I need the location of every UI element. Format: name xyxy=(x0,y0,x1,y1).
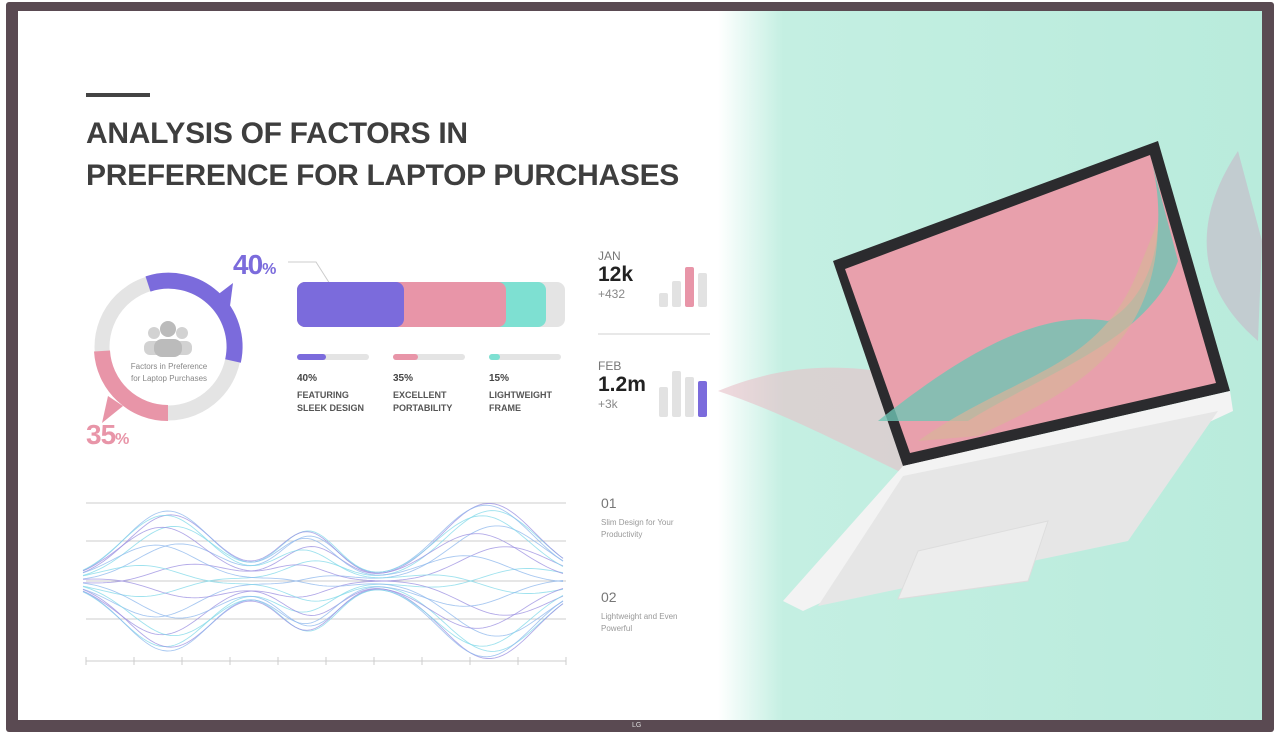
mini-bar xyxy=(698,381,707,417)
stat-change: +3k xyxy=(598,397,618,411)
wave-line xyxy=(82,580,564,652)
feature-text-1: Slim Design for Your xyxy=(601,518,674,527)
feature-item: 01 Slim Design for Your Productivity xyxy=(601,495,673,541)
factor-progress-fill xyxy=(489,354,500,360)
stat-card: JAN 12k +432 xyxy=(598,249,707,307)
factor-item: 35% EXCELLENT PORTABILITY xyxy=(393,354,465,415)
mini-bar xyxy=(659,293,668,307)
stat-month: JAN xyxy=(598,249,621,263)
factor-item: 15% LIGHTWEIGHT FRAME xyxy=(489,354,561,415)
feature-item: 02 Lightweight and Even Powerful xyxy=(601,589,678,635)
stat-value: 1.2m xyxy=(598,373,646,396)
factor-label-2: SLEEK DESIGN xyxy=(297,403,365,413)
feature-number: 01 xyxy=(601,495,617,511)
ring-pointer-pink xyxy=(102,396,123,423)
wallpaper-swirl-2 xyxy=(918,221,1158,441)
page-title: ANALYSIS OF FACTORS IN PREFERENCE FOR LA… xyxy=(86,113,679,197)
factor-percent: 15% xyxy=(489,373,510,384)
wave-line xyxy=(82,582,564,658)
ring-caption-1: Factors in Preference xyxy=(130,362,208,371)
factor-label-2: PORTABILITY xyxy=(393,403,453,413)
ribbon-decoration-2 xyxy=(1206,151,1262,341)
stat-card: FEB 1.2m +3k xyxy=(598,359,707,417)
feature-text-1: Lightweight and Even xyxy=(601,612,678,621)
wave-line xyxy=(82,587,564,648)
stacked-bar xyxy=(297,282,565,327)
ring-chart xyxy=(94,272,243,423)
factor-progress xyxy=(297,354,369,360)
wave-line xyxy=(82,565,564,652)
brand-logo: LG xyxy=(632,722,642,729)
laptop-touchpad xyxy=(897,520,1049,600)
mini-bar xyxy=(698,273,707,307)
wave-line xyxy=(82,514,564,594)
stats-divider xyxy=(598,333,710,335)
stat-change: +432 xyxy=(598,287,626,301)
mini-bar xyxy=(672,281,681,307)
mini-bar xyxy=(672,371,681,417)
ring-arc-pink xyxy=(94,350,169,422)
wave-line xyxy=(82,503,564,584)
wave-line xyxy=(82,504,564,580)
wave-line xyxy=(82,546,564,636)
factor-progress xyxy=(489,354,561,360)
stacked-bar-segment xyxy=(297,282,405,327)
wave-line xyxy=(82,544,564,637)
stat-value: 12k xyxy=(598,263,634,286)
factor-progress-fill xyxy=(297,354,326,360)
people-group-icon xyxy=(144,321,192,357)
title-line-1: ANALYSIS OF FACTORS IN xyxy=(86,117,468,150)
mini-bar xyxy=(685,267,694,307)
mini-bar xyxy=(659,387,668,417)
feature-text-2: Powerful xyxy=(601,624,633,633)
stat-month: FEB xyxy=(598,359,622,373)
wave-line xyxy=(82,515,564,576)
wave-line xyxy=(82,578,564,659)
mini-bar-chart xyxy=(659,371,711,417)
ring-caption: Factors in Preference for Laptop Purchas… xyxy=(114,361,224,385)
ring-bottom-value: 35% xyxy=(86,419,129,450)
title-accent-line xyxy=(86,93,150,97)
factor-label-2: FRAME xyxy=(489,403,521,413)
factor-item: 40% FEATURING SLEEK DESIGN xyxy=(297,354,369,415)
mini-bar xyxy=(685,377,694,417)
factor-percent: 40% xyxy=(297,373,318,384)
wave-graphic xyxy=(82,502,567,665)
feature-text-2: Productivity xyxy=(601,530,643,539)
feature-number: 02 xyxy=(601,589,617,605)
wave-line xyxy=(82,568,564,648)
wave-line xyxy=(82,525,564,618)
factor-progress xyxy=(393,354,465,360)
ring-caption-2: for Laptop Purchases xyxy=(130,374,208,383)
factor-label-1: FEATURING xyxy=(297,390,349,400)
display-screen: ANALYSIS OF FACTORS IN PREFERENCE FOR LA… xyxy=(18,11,1262,720)
wave-line xyxy=(82,510,564,582)
factor-label-1: EXCELLENT xyxy=(393,390,447,400)
title-line-2: PREFERENCE FOR LAPTOP PURCHASES xyxy=(86,159,680,192)
laptop-image xyxy=(718,141,1262,611)
factor-percent: 35% xyxy=(393,373,414,384)
ring-pointer-purple xyxy=(216,283,233,306)
wallpaper-swirl xyxy=(878,155,1178,421)
mini-bar-chart xyxy=(659,263,711,307)
wave-line xyxy=(82,526,564,616)
callout-line xyxy=(288,261,331,285)
wave-line xyxy=(82,586,564,647)
factor-progress-fill xyxy=(393,354,419,360)
ring-top-value: 40% xyxy=(233,249,276,280)
factor-label-1: LIGHTWEIGHT xyxy=(489,390,552,400)
wave-line xyxy=(82,510,564,597)
ring-arc-purple xyxy=(145,272,243,363)
wave-line xyxy=(82,514,564,575)
